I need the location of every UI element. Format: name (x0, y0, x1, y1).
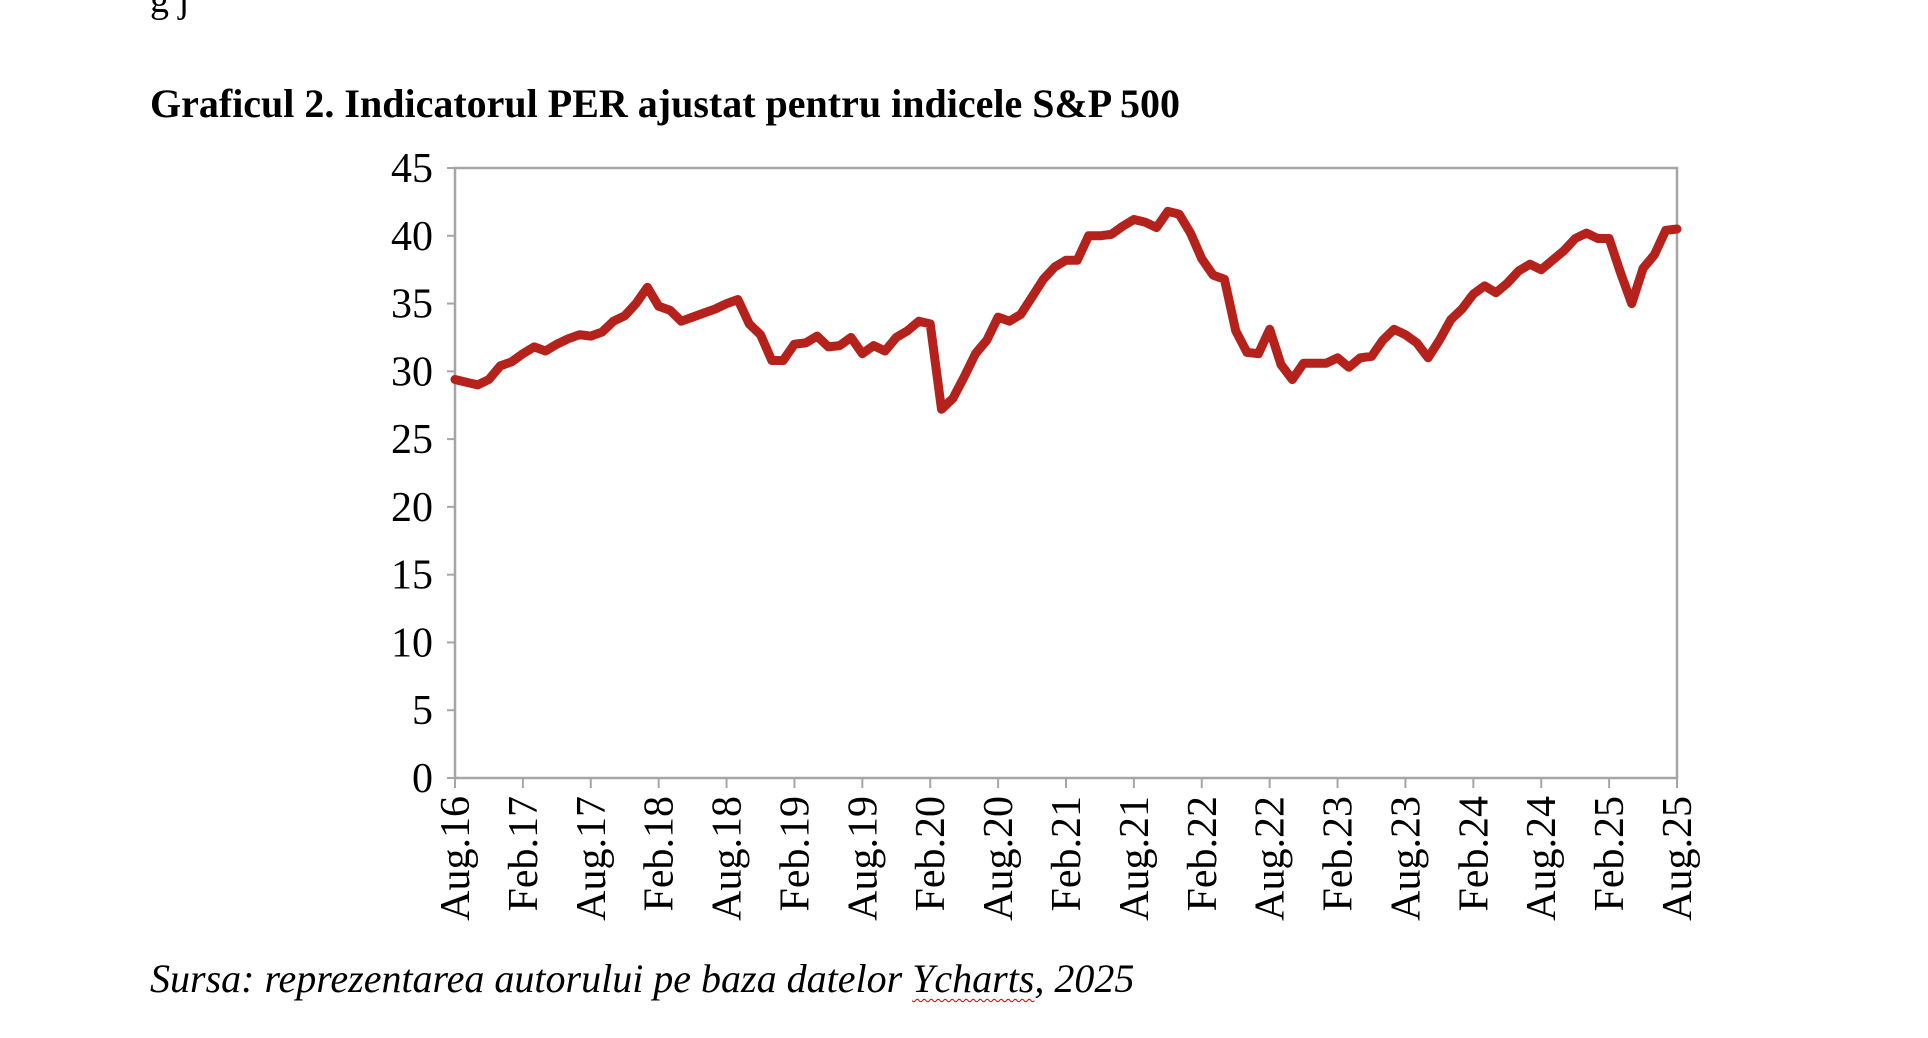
source-caption: Sursa: reprezentarea autorului pe baza d… (150, 955, 1134, 1002)
y-tick-label: 30 (391, 349, 433, 395)
x-tick-label: Feb.22 (1180, 796, 1226, 912)
y-tick-label: 5 (412, 688, 433, 734)
y-tick-label: 25 (391, 417, 433, 463)
x-tick-label: Aug.17 (569, 796, 615, 921)
x-tick-label: Aug.23 (1383, 796, 1429, 921)
x-tick-label: Feb.20 (908, 796, 954, 912)
source-year: , 2025 (1034, 956, 1135, 1001)
x-tick-label: Aug.21 (1112, 796, 1158, 921)
y-tick-label: 45 (391, 146, 433, 192)
x-tick-label: Aug.18 (705, 796, 751, 921)
y-tick-label: 10 (391, 620, 433, 666)
x-tick-label: Aug.19 (840, 796, 886, 921)
x-tick-label: Feb.18 (637, 796, 683, 912)
x-tick-label: Aug.16 (433, 796, 479, 921)
series-line-per (450, 206, 1682, 414)
x-tick-label: Aug.24 (1519, 796, 1565, 921)
x-tick-label: Feb.21 (1044, 796, 1090, 912)
x-tick-label: Feb.24 (1451, 796, 1497, 912)
x-tick-label: Aug.25 (1655, 796, 1701, 921)
y-tick-label: 40 (391, 214, 433, 260)
clipped-previous-text: g j (150, 0, 190, 21)
x-tick-label: Aug.22 (1248, 796, 1294, 921)
y-tick-label: 15 (391, 553, 433, 599)
source-ycharts: Ycharts (912, 956, 1035, 1001)
y-tick-label: 0 (412, 756, 433, 802)
x-tick-label: Feb.25 (1587, 796, 1633, 912)
source-text: Sursa: reprezentarea autorului pe baza d… (150, 956, 913, 1001)
figure-title: Graficul 2. Indicatorul PER ajustat pent… (150, 81, 1180, 126)
x-tick-label: Aug.20 (976, 796, 1022, 921)
x-tick-label: Feb.19 (772, 796, 818, 912)
x-tick-label: Feb.23 (1316, 796, 1362, 912)
x-tick-label: Feb.17 (501, 796, 547, 912)
y-tick-label: 35 (391, 282, 433, 328)
y-tick-label: 20 (391, 485, 433, 531)
